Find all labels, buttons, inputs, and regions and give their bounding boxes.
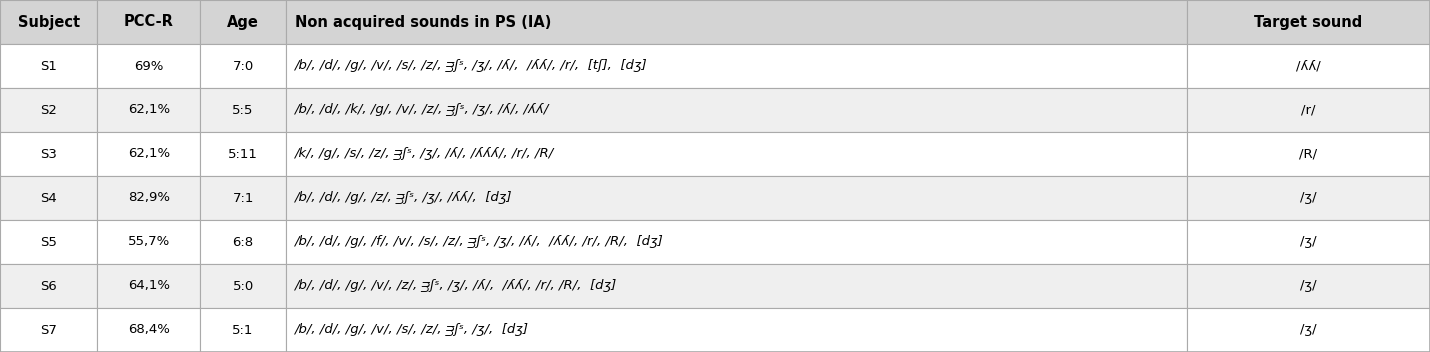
Bar <box>0 176 97 220</box>
Bar <box>0 88 97 132</box>
Bar <box>97 88 200 132</box>
Bar <box>286 132 1187 176</box>
Text: 69%: 69% <box>134 59 163 73</box>
Bar <box>286 88 1187 132</box>
Text: /ʒ/: /ʒ/ <box>1300 235 1317 249</box>
Bar <box>0 264 97 308</box>
Bar <box>1187 308 1430 352</box>
Bar <box>0 44 97 88</box>
Bar <box>0 220 97 264</box>
Bar <box>1187 0 1430 44</box>
Bar <box>286 44 1187 88</box>
Bar <box>1187 132 1430 176</box>
Text: Age: Age <box>227 14 259 30</box>
Text: /b/, /d/, /g/, /f/, /v/, /s/, /z/, ᴟʃˢ, /ʒ/, /ʎ/,  /ʎʎ/, /r/, /R/,  [dʒ]: /b/, /d/, /g/, /f/, /v/, /s/, /z/, ᴟʃˢ, … <box>295 235 664 249</box>
Text: 62,1%: 62,1% <box>127 147 170 161</box>
Bar <box>200 176 286 220</box>
Text: S3: S3 <box>40 147 57 161</box>
Text: /b/, /d/, /g/, /v/, /s/, /z/, ᴟʃˢ, /ʒ/, /ʎ/,  /ʎʎ/, /r/,  [tʃ],  [dʒ]: /b/, /d/, /g/, /v/, /s/, /z/, ᴟʃˢ, /ʒ/, … <box>295 59 648 73</box>
Text: S6: S6 <box>40 279 57 293</box>
Bar <box>286 308 1187 352</box>
Bar <box>0 0 97 44</box>
Text: Target sound: Target sound <box>1254 14 1363 30</box>
Bar <box>97 264 200 308</box>
Text: /b/, /d/, /g/, /v/, /s/, /z/, ᴟʃˢ, /ʒ/,  [dʒ]: /b/, /d/, /g/, /v/, /s/, /z/, ᴟʃˢ, /ʒ/, … <box>295 323 529 337</box>
Text: S7: S7 <box>40 323 57 337</box>
Text: /b/, /d/, /g/, /v/, /z/, ᴟʃˢ, /ʒ/, /ʎ/,  /ʎʎ/, /r/, /R/,  [dʒ]: /b/, /d/, /g/, /v/, /z/, ᴟʃˢ, /ʒ/, /ʎ/, … <box>295 279 616 293</box>
Bar <box>286 220 1187 264</box>
Bar <box>200 132 286 176</box>
Bar <box>97 0 200 44</box>
Text: 62,1%: 62,1% <box>127 103 170 117</box>
Text: 68,4%: 68,4% <box>127 323 170 337</box>
Text: 5:11: 5:11 <box>229 147 257 161</box>
Text: 7:1: 7:1 <box>233 191 253 205</box>
Text: 7:0: 7:0 <box>233 59 253 73</box>
Bar <box>97 44 200 88</box>
Text: /b/, /d/, /k/, /g/, /v/, /z/, ᴟʃˢ, /ʒ/, /ʎ/, /ʎʎ/: /b/, /d/, /k/, /g/, /v/, /z/, ᴟʃˢ, /ʒ/, … <box>295 103 549 117</box>
Bar <box>286 264 1187 308</box>
Bar <box>0 308 97 352</box>
Bar <box>97 132 200 176</box>
Text: /ʒ/: /ʒ/ <box>1300 279 1317 293</box>
Text: /b/, /d/, /g/, /z/, ᴟʃˢ, /ʒ/, /ʎʎ/,  [dʒ]: /b/, /d/, /g/, /z/, ᴟʃˢ, /ʒ/, /ʎʎ/, [dʒ] <box>295 191 512 205</box>
Bar <box>200 88 286 132</box>
Bar <box>200 0 286 44</box>
Bar <box>1187 88 1430 132</box>
Text: /ʒ/: /ʒ/ <box>1300 191 1317 205</box>
Bar <box>1187 44 1430 88</box>
Bar <box>1187 220 1430 264</box>
Text: 5:5: 5:5 <box>233 103 253 117</box>
Text: S2: S2 <box>40 103 57 117</box>
Text: 55,7%: 55,7% <box>127 235 170 249</box>
Bar <box>200 308 286 352</box>
Text: 82,9%: 82,9% <box>127 191 170 205</box>
Text: S1: S1 <box>40 59 57 73</box>
Bar <box>1187 176 1430 220</box>
Bar <box>97 308 200 352</box>
Text: 6:8: 6:8 <box>233 235 253 249</box>
Bar <box>286 176 1187 220</box>
Text: /R/: /R/ <box>1300 147 1317 161</box>
Text: 5:1: 5:1 <box>233 323 253 337</box>
Bar <box>200 44 286 88</box>
Bar <box>97 220 200 264</box>
Bar <box>97 176 200 220</box>
Bar <box>0 132 97 176</box>
Bar <box>200 220 286 264</box>
Bar <box>200 264 286 308</box>
Text: Non acquired sounds in PS (IA): Non acquired sounds in PS (IA) <box>295 14 551 30</box>
Text: Subject: Subject <box>17 14 80 30</box>
Text: /ʎʎ/: /ʎʎ/ <box>1296 59 1321 73</box>
Text: 64,1%: 64,1% <box>127 279 170 293</box>
Text: /k/, /g/, /s/, /z/, ᴟʃˢ, /ʒ/, /ʎ/, /ʎʎʎ/, /r/, /R/: /k/, /g/, /s/, /z/, ᴟʃˢ, /ʒ/, /ʎ/, /ʎʎʎ/… <box>295 147 553 161</box>
Bar <box>1187 264 1430 308</box>
Text: /ʒ/: /ʒ/ <box>1300 323 1317 337</box>
Text: /r/: /r/ <box>1301 103 1316 117</box>
Text: S5: S5 <box>40 235 57 249</box>
Text: S4: S4 <box>40 191 57 205</box>
Text: PCC-R: PCC-R <box>124 14 173 30</box>
Bar <box>286 0 1187 44</box>
Text: 5:0: 5:0 <box>233 279 253 293</box>
